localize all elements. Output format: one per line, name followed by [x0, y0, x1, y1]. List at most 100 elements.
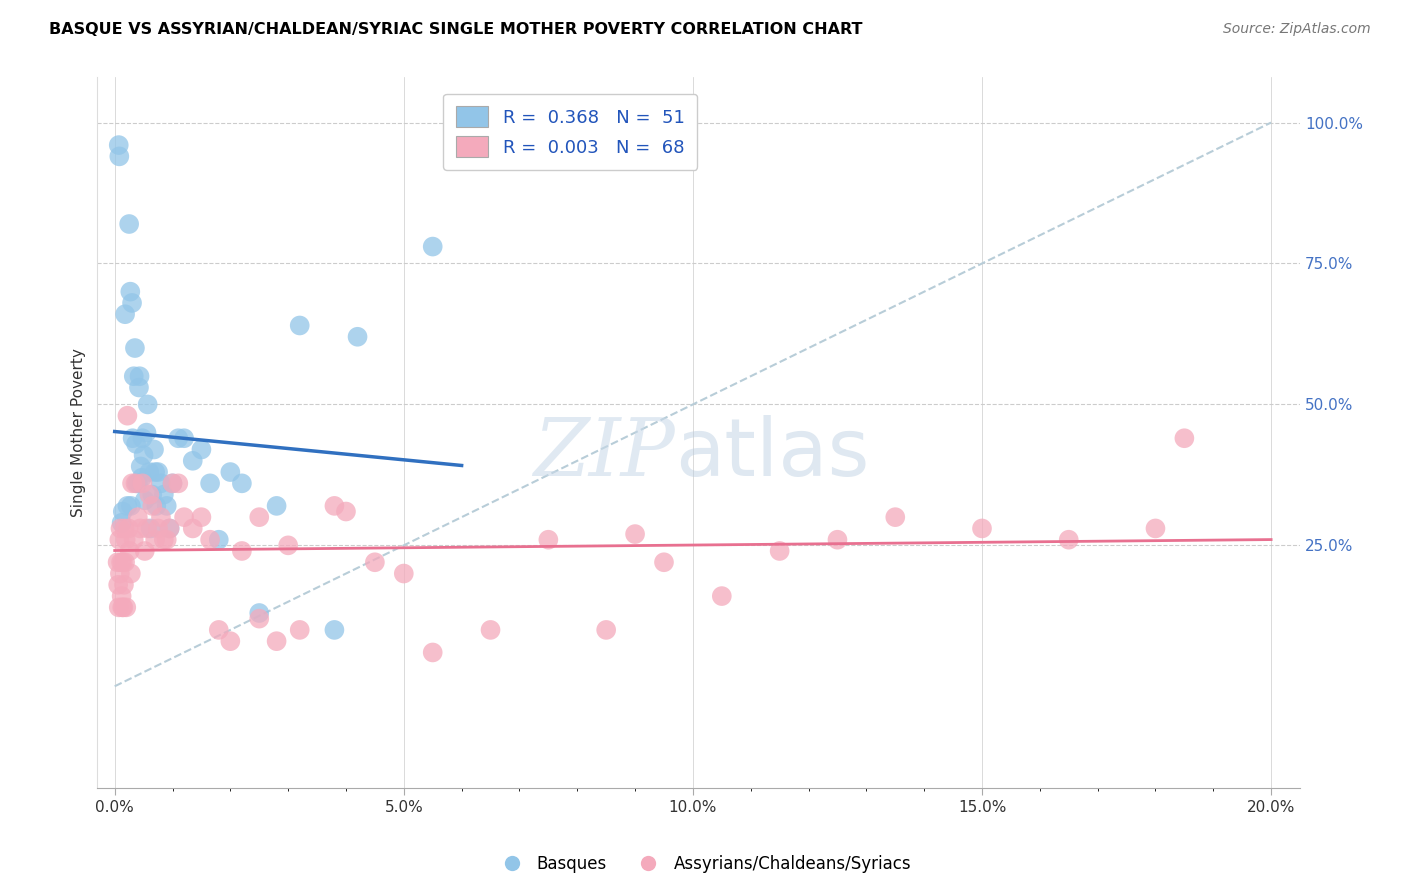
Point — [970, 521, 993, 535]
Point — [138, 487, 160, 501]
Point — [208, 623, 231, 637]
Point — [181, 454, 204, 468]
Point — [537, 533, 560, 547]
Point — [139, 521, 162, 535]
Point — [167, 476, 190, 491]
Point — [247, 510, 270, 524]
Point — [1144, 521, 1167, 535]
Point — [173, 510, 195, 524]
Point — [132, 448, 155, 462]
Point — [595, 623, 617, 637]
Point — [266, 499, 288, 513]
Point — [114, 521, 136, 535]
Point — [107, 138, 129, 153]
Point — [107, 555, 129, 569]
Point — [128, 380, 150, 394]
Point — [117, 521, 139, 535]
Point — [153, 487, 176, 501]
Point — [108, 149, 131, 163]
Point — [110, 555, 132, 569]
Point — [114, 533, 136, 547]
Point — [479, 623, 502, 637]
Point — [117, 409, 139, 423]
Point — [149, 476, 172, 491]
Point — [111, 504, 134, 518]
Point — [146, 521, 169, 535]
Legend: R =  0.368   N =  51, R =  0.003   N =  68: R = 0.368 N = 51, R = 0.003 N = 68 — [443, 94, 697, 169]
Point — [143, 442, 166, 457]
Point — [141, 499, 163, 513]
Point — [124, 341, 146, 355]
Point — [129, 459, 152, 474]
Point — [120, 566, 142, 581]
Point — [114, 555, 136, 569]
Point — [118, 217, 141, 231]
Point — [127, 510, 149, 524]
Point — [219, 465, 242, 479]
Point — [162, 476, 184, 491]
Point — [108, 566, 131, 581]
Point — [136, 521, 159, 535]
Point — [121, 476, 143, 491]
Point — [288, 318, 311, 333]
Point — [422, 239, 444, 253]
Point — [159, 521, 181, 535]
Point — [1173, 431, 1195, 445]
Point — [323, 499, 346, 513]
Point — [277, 538, 299, 552]
Point — [392, 566, 415, 581]
Point — [190, 442, 212, 457]
Point — [120, 285, 142, 299]
Point — [114, 307, 136, 321]
Y-axis label: Single Mother Poverty: Single Mother Poverty — [72, 348, 86, 517]
Point — [231, 476, 253, 491]
Point — [335, 504, 357, 518]
Point — [153, 533, 176, 547]
Point — [134, 493, 156, 508]
Point — [111, 589, 134, 603]
Point — [127, 476, 149, 491]
Point — [141, 487, 163, 501]
Point — [124, 476, 146, 491]
Point — [125, 476, 148, 491]
Point — [129, 521, 152, 535]
Point — [266, 634, 288, 648]
Point — [162, 476, 184, 491]
Point — [198, 476, 221, 491]
Point — [145, 499, 167, 513]
Point — [112, 600, 135, 615]
Point — [710, 589, 733, 603]
Point — [190, 510, 212, 524]
Point — [769, 544, 792, 558]
Point — [247, 612, 270, 626]
Point — [131, 431, 153, 445]
Point — [288, 623, 311, 637]
Point — [134, 544, 156, 558]
Text: ZIP: ZIP — [533, 415, 675, 492]
Point — [827, 533, 849, 547]
Point — [149, 510, 172, 524]
Point — [131, 476, 153, 491]
Point — [136, 397, 159, 411]
Point — [1057, 533, 1080, 547]
Point — [181, 521, 204, 535]
Point — [118, 544, 141, 558]
Point — [111, 600, 134, 615]
Point — [128, 369, 150, 384]
Point — [146, 465, 169, 479]
Point — [108, 533, 131, 547]
Text: atlas: atlas — [675, 415, 869, 493]
Point — [121, 431, 143, 445]
Point — [135, 425, 157, 440]
Point — [346, 330, 368, 344]
Point — [112, 578, 135, 592]
Point — [107, 600, 129, 615]
Point — [122, 369, 145, 384]
Point — [159, 521, 181, 535]
Text: BASQUE VS ASSYRIAN/CHALDEAN/SYRIAC SINGLE MOTHER POVERTY CORRELATION CHART: BASQUE VS ASSYRIAN/CHALDEAN/SYRIAC SINGL… — [49, 22, 863, 37]
Legend: Basques, Assyrians/Chaldeans/Syriacs: Basques, Assyrians/Chaldeans/Syriacs — [488, 848, 918, 880]
Point — [173, 431, 195, 445]
Point — [156, 533, 179, 547]
Point — [247, 606, 270, 620]
Point — [624, 527, 647, 541]
